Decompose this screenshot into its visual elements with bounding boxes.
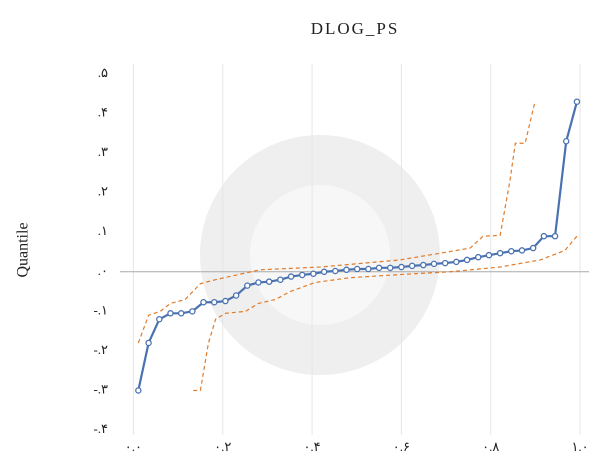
point — [508, 247, 515, 255]
y-tick-label: -.۱ — [93, 302, 108, 317]
point — [343, 266, 350, 274]
point — [320, 268, 328, 276]
y-tick-label: .۴ — [98, 105, 108, 120]
point — [485, 251, 493, 259]
point — [287, 273, 295, 280]
point — [573, 98, 581, 105]
point — [463, 256, 471, 264]
point — [332, 267, 339, 275]
point — [453, 258, 460, 266]
point — [529, 244, 537, 252]
point — [189, 308, 196, 315]
point — [365, 265, 372, 273]
x-tick-label: ۰.۸ — [482, 439, 499, 454]
series-line — [193, 235, 578, 392]
point — [420, 261, 427, 269]
x-tick-label: ۱.۰ — [571, 439, 588, 454]
point — [232, 292, 240, 299]
point — [277, 276, 284, 283]
point — [540, 232, 548, 240]
point — [562, 137, 570, 145]
y-tick-label: .۰ — [98, 263, 108, 278]
series-line — [137, 101, 536, 344]
point — [156, 315, 163, 323]
y-tick-label: .۵ — [98, 65, 108, 80]
y-tick-label: .۲ — [98, 184, 108, 199]
y-axis-label: Quantile — [15, 222, 32, 277]
point — [298, 271, 306, 279]
point — [167, 310, 174, 317]
x-tick-label: ۰.۴ — [303, 439, 320, 454]
point — [310, 270, 317, 278]
point — [441, 259, 449, 267]
y-tick-label: -.۴ — [93, 421, 108, 436]
y-tick-label: .۳ — [98, 144, 108, 159]
x-tick-label: ۰.۶ — [393, 439, 410, 454]
point — [255, 279, 262, 286]
y-tick-label: -.۲ — [93, 342, 108, 357]
point — [518, 247, 526, 254]
watermark — [200, 135, 440, 375]
point — [210, 298, 218, 306]
point — [200, 298, 207, 306]
point — [353, 265, 361, 273]
y-tick-label: .۱ — [98, 223, 108, 238]
point — [222, 297, 229, 305]
point — [135, 387, 142, 394]
point — [408, 262, 416, 270]
point — [145, 339, 152, 347]
point — [551, 232, 559, 240]
point — [244, 282, 251, 289]
point — [398, 263, 405, 271]
point — [430, 260, 438, 268]
chart-title: DLOG_PS — [311, 19, 400, 38]
point — [177, 310, 185, 317]
point — [496, 249, 504, 257]
point — [386, 264, 394, 272]
x-tick-label: ۰.۰ — [125, 439, 142, 454]
point — [474, 253, 482, 261]
y-tick-label: -.۳ — [93, 381, 108, 396]
point — [265, 278, 273, 285]
point — [375, 264, 383, 272]
x-tick-label: ۰.۲ — [214, 439, 231, 454]
